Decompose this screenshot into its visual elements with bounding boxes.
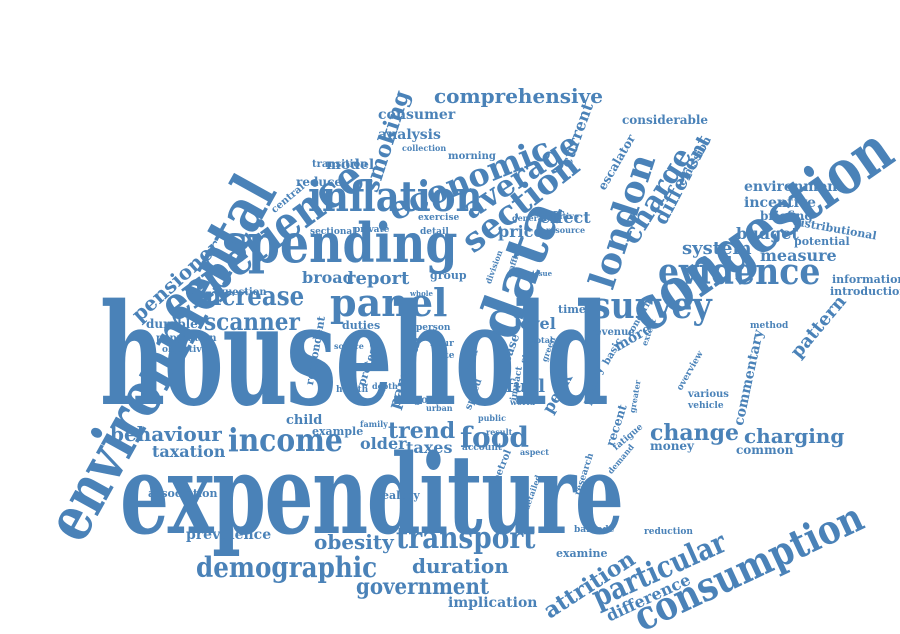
- cloud-word: aspect: [520, 447, 549, 457]
- cloud-word: incentive: [744, 195, 816, 211]
- cloud-word: note: [432, 351, 455, 361]
- cloud-word: question: [218, 287, 267, 298]
- cloud-word: group: [430, 269, 467, 282]
- cloud-word: morning: [448, 151, 496, 162]
- cloud-word: fuel: [506, 376, 546, 397]
- cloud-word: information: [832, 273, 900, 286]
- cloud-word: positive: [544, 211, 579, 221]
- cloud-word: exercise: [418, 213, 460, 223]
- cloud-word: transport: [396, 521, 536, 556]
- cloud-word: examine: [556, 547, 608, 560]
- cloud-word: result: [486, 427, 513, 437]
- cloud-word: transition: [312, 159, 368, 170]
- cloud-word: scanner: [204, 307, 300, 336]
- cloud-word: resource: [546, 225, 586, 235]
- cloud-word: duties: [342, 319, 381, 332]
- cloud-word: model: [326, 157, 375, 173]
- cloud-word: obesity: [314, 530, 394, 554]
- cloud-word: introduction: [830, 285, 900, 298]
- cloud-word: time: [558, 303, 586, 316]
- cloud-word: considerable: [622, 113, 709, 127]
- cloud-word: durable: [146, 317, 198, 331]
- cloud-word: spending: [222, 211, 458, 275]
- cloud-word: older: [360, 434, 407, 453]
- cloud-word: whole: [410, 289, 433, 298]
- cloud-word: trend: [388, 418, 456, 444]
- cloud-word: taxes: [406, 438, 453, 457]
- cloud-word: source: [334, 341, 364, 351]
- cloud-word: income: [228, 421, 343, 459]
- cloud-word: hour: [430, 339, 454, 349]
- cloud-word: method: [750, 321, 789, 331]
- cloud-word: system: [682, 238, 752, 259]
- cloud-word: issue: [532, 269, 553, 278]
- cloud-word: vehicle: [688, 401, 724, 411]
- cloud-word: child: [286, 413, 323, 428]
- cloud-word: briefing: [760, 209, 813, 223]
- cloud-word: government: [356, 574, 490, 600]
- cloud-word: implication: [448, 595, 538, 611]
- cloud-word: prevalence: [186, 527, 272, 543]
- cloud-word: expenditure: [120, 430, 624, 559]
- cloud-word: level: [514, 314, 556, 333]
- cloud-word: taxation: [152, 442, 226, 461]
- cloud-word: food: [460, 421, 529, 454]
- cloud-word: association: [148, 487, 218, 500]
- cloud-word: charging: [744, 424, 845, 448]
- cloud-word: person: [416, 323, 451, 333]
- cloud-word: broad: [302, 268, 354, 287]
- cloud-word: detail: [420, 227, 449, 237]
- cloud-word: objective: [162, 345, 208, 355]
- cloud-word: general: [512, 213, 547, 223]
- cloud-word: inflation: [308, 172, 483, 221]
- cloud-word: commentary: [731, 328, 767, 428]
- cloud-word: greater: [627, 379, 643, 414]
- cloud-word: collection: [402, 143, 447, 153]
- cloud-word: common: [736, 443, 794, 457]
- cloud-word: various: [688, 389, 729, 400]
- cloud-word: measure: [760, 246, 837, 265]
- cloud-word: demographic: [196, 551, 378, 584]
- cloud-word: change: [650, 420, 740, 446]
- cloud-word: example: [312, 425, 364, 438]
- cloud-word: budget: [736, 224, 799, 243]
- cloud-word: pattern: [786, 291, 851, 363]
- cloud-word: world: [510, 397, 536, 407]
- cloud-word: barcode: [574, 525, 615, 535]
- cloud-word: depth: [372, 381, 398, 391]
- cloud-word: increase: [196, 282, 305, 312]
- cloud-word: environment: [744, 179, 844, 195]
- cloud-word: sectional: [310, 227, 356, 237]
- cloud-word: household: [100, 274, 609, 438]
- cloud-word: reduce: [296, 175, 343, 189]
- cloud-word: healthy: [374, 489, 420, 502]
- cloud-word: private: [354, 225, 390, 235]
- cloud-word: family: [360, 419, 388, 429]
- cloud-word: reduction: [644, 527, 693, 537]
- cloud-word: total: [532, 335, 553, 345]
- cloud-word: urban: [426, 403, 453, 413]
- cloud-word: report: [346, 268, 410, 289]
- cloud-word: panel: [330, 280, 448, 325]
- cloud-word: price: [498, 222, 544, 241]
- cloud-word: revenue: [590, 327, 635, 338]
- cloud-word: survey: [592, 285, 712, 327]
- cloud-word: money: [650, 439, 695, 453]
- cloud-word: comprehensive: [434, 84, 603, 108]
- cloud-word: consumer: [378, 107, 456, 123]
- cloud-word: behaviour: [110, 422, 222, 446]
- cloud-word: account: [462, 443, 503, 453]
- cloud-word: population: [156, 333, 217, 344]
- cloud-word: potential: [794, 235, 850, 248]
- cloud-word: public: [478, 413, 506, 423]
- cloud-word: health: [336, 385, 369, 395]
- cloud-word: duration: [412, 554, 509, 578]
- cloud-word: overview: [675, 349, 706, 393]
- cloud-word: evidence: [658, 251, 821, 293]
- cloud-word: analysis: [378, 127, 441, 143]
- cloud-word: effect: [540, 208, 591, 227]
- cloud-word: good: [414, 395, 442, 406]
